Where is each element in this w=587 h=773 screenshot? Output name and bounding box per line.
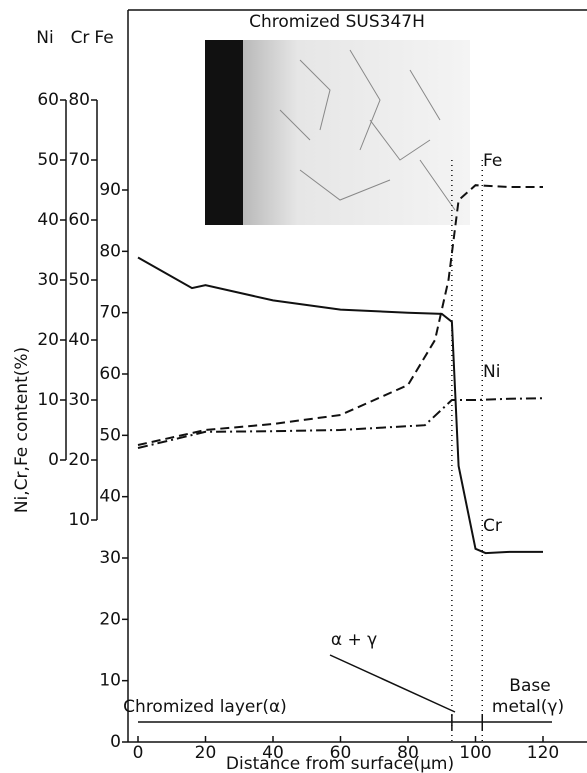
annotation: α + γ (331, 630, 377, 650)
x-tick-label: 40 (262, 743, 284, 763)
y-tick-label: 40 (99, 487, 121, 507)
y-tick-label: 20 (68, 450, 90, 470)
y-tick-label: 50 (68, 270, 90, 290)
y-tick-label: 0 (48, 450, 59, 470)
y-tick-label: 30 (99, 548, 121, 568)
y-tick-label: 10 (68, 510, 90, 530)
axis-header: Cr (71, 28, 90, 48)
annotation: metal(γ) (492, 697, 564, 717)
x-tick-label: 120 (527, 743, 559, 763)
y-tick-label: 50 (37, 150, 59, 170)
y-tick-label: 70 (68, 150, 90, 170)
y-tick-label: 60 (99, 364, 121, 384)
y-tick-label: 0 (110, 732, 121, 752)
y-tick-label: 80 (99, 241, 121, 261)
y-tick-label: 40 (68, 330, 90, 350)
y-tick-label: 60 (68, 210, 90, 230)
y-tick-label: 10 (37, 390, 59, 410)
y-tick-label: 80 (68, 90, 90, 110)
y-tick-label: 90 (99, 180, 121, 200)
y-tick-label: 10 (99, 671, 121, 691)
axis-header: Fe (94, 28, 113, 48)
axis-header: Ni (36, 28, 53, 48)
chart-title: Chromized SUS347H (249, 12, 425, 32)
chart: Chromized SUS347H Ni,Cr,Fe content(%) Di… (0, 0, 587, 773)
x-tick-label: 100 (459, 743, 491, 763)
y-tick-label: 40 (37, 210, 59, 230)
series-label: Ni (483, 362, 500, 382)
y-tick-label: 70 (99, 303, 121, 323)
y-tick-label: 20 (99, 609, 121, 629)
y-tick-label: 50 (99, 425, 121, 445)
x-tick-label: 80 (397, 743, 419, 763)
y-tick-label: 60 (37, 90, 59, 110)
y-tick-label: 30 (68, 390, 90, 410)
y-axis-label: Ni,Cr,Fe content(%) (12, 347, 32, 513)
y-tick-label: 30 (37, 270, 59, 290)
micrograph (205, 40, 470, 225)
x-tick-label: 0 (133, 743, 144, 763)
annotation: Base (509, 676, 550, 696)
series-label: Fe (483, 151, 502, 171)
series-label: Cr (483, 516, 502, 536)
annotation: Chromized layer(α) (123, 697, 287, 717)
y-tick-label: 20 (37, 330, 59, 350)
x-tick-label: 60 (330, 743, 352, 763)
x-tick-label: 20 (195, 743, 217, 763)
